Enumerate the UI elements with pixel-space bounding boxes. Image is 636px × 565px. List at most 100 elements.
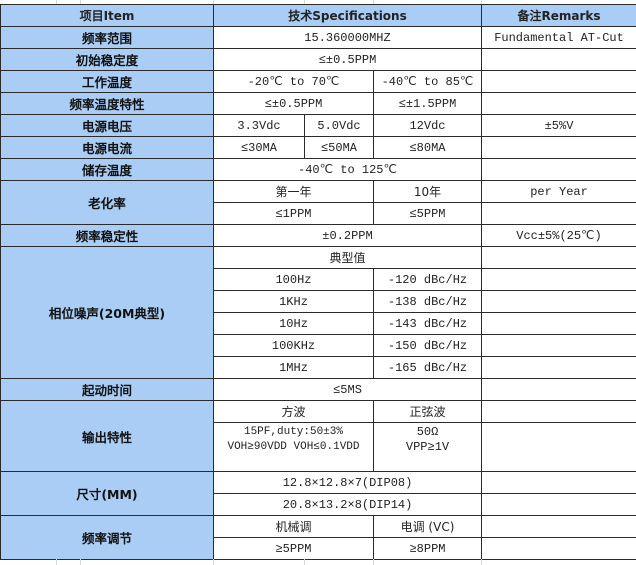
noise-cell: -143 dBc/Hz: [373, 312, 482, 335]
cell: 12Vdc: [373, 114, 482, 137]
cell: ≤30MA: [213, 136, 305, 159]
remark-cell: [481, 515, 636, 538]
cell: 5.0Vdc: [304, 114, 374, 137]
cell-line: VOH≥90VDD VOH≤0.1VDD: [227, 441, 360, 453]
remark-cell: Fundamental AT-Cut: [481, 26, 636, 49]
row-label: 工作温度: [0, 70, 214, 93]
cell: ≤5MS: [213, 378, 482, 401]
table-row: 电源电压 3.3Vdc 5.0Vdc 12Vdc ±5%V: [0, 114, 636, 137]
cell: ±0.2PPM: [213, 224, 482, 247]
table-row: 老化率 第一年 10年 per Year: [0, 180, 636, 225]
row-label: 尺寸(MM): [0, 471, 214, 516]
row-label: 频率稳定性: [0, 224, 214, 247]
offset-cell: 100Hz: [213, 268, 374, 291]
cell: 20.8×13.2×8(DIP14): [213, 493, 482, 516]
remark-cell: [481, 48, 636, 71]
cell: -20℃ to 70℃: [213, 70, 374, 93]
remark-cell: [481, 268, 636, 291]
row-label: 电源电压: [0, 114, 214, 137]
remark-cell: [481, 537, 636, 560]
cell: 机械调: [213, 515, 374, 538]
cell: -40℃ to 125℃: [213, 158, 482, 181]
remark-cell: [481, 334, 636, 357]
remark-cell: [481, 400, 636, 423]
row-label: 储存温度: [0, 158, 214, 181]
remark-cell: [481, 246, 636, 269]
table-row: 起动时间 ≤5MS: [0, 378, 636, 401]
offset-cell: 100KHz: [213, 334, 374, 357]
remark-cell: [481, 202, 636, 225]
table-row: 尺寸(MM) 12.8×12.8×7(DIP08): [0, 471, 636, 516]
sine-wave-cell: 50Ω VPP≥1V: [373, 422, 482, 472]
table-row: 工作温度 -20℃ to 70℃ -40℃ to 85℃: [0, 70, 636, 93]
cell: ≤50MA: [304, 136, 374, 159]
header-row: 项目Item 技术Specifications 备注Remarks: [0, 4, 636, 27]
cell: 典型值: [213, 246, 482, 269]
cell: 10年: [373, 180, 482, 203]
noise-cell: -120 dBc/Hz: [373, 268, 482, 291]
cell: 12.8×12.8×7(DIP08): [213, 471, 482, 494]
cell: ≤±0.5PPM: [213, 92, 374, 115]
row-label: 输出特性: [0, 400, 214, 472]
offset-cell: 1MHz: [213, 356, 374, 379]
cell: 第一年: [213, 180, 374, 203]
cell: 方波: [213, 400, 374, 423]
row-label: 初始稳定度: [0, 48, 214, 71]
table-row: 100Hz -120 dBc/Hz: [1, 268, 636, 291]
remark-cell: [481, 158, 636, 181]
remark-cell: Vcc±5%(25℃): [481, 224, 636, 247]
remark-cell: [481, 493, 636, 516]
cell: 正弦波: [373, 400, 482, 423]
table-row: 频率调节 机械调 电调 (VC): [0, 515, 636, 560]
remark-cell: [481, 422, 636, 472]
header-item: 项目Item: [0, 4, 214, 27]
table-row: 输出特性 方波 正弦波: [0, 400, 636, 472]
table-row: 1KHz -138 dBc/Hz: [1, 290, 636, 313]
remark-cell: [481, 290, 636, 313]
row-label: 频率调节: [0, 515, 214, 560]
remark-cell: [481, 70, 636, 93]
table-row: 频率稳定性 ±0.2PPM Vcc±5%(25℃): [0, 224, 636, 247]
row-label: 起动时间: [0, 378, 214, 401]
noise-cell: -150 dBc/Hz: [373, 334, 482, 357]
cell: ≤80MA: [373, 136, 482, 159]
row-label: 频率温度特性: [0, 92, 214, 115]
cell: ≥5PPM: [213, 537, 374, 560]
table-row: 相位噪声(20M典型) 典型值: [0, 246, 636, 379]
cell: ≤±1.5PPM: [373, 92, 482, 115]
remark-cell: [481, 92, 636, 115]
cell: ≤5PPM: [373, 202, 482, 225]
cell: ≤±0.5PPM: [213, 48, 482, 71]
row-label: 电源电流: [0, 136, 214, 159]
remark-cell: [481, 378, 636, 401]
table-row: 100KHz -150 dBc/Hz: [1, 334, 636, 357]
square-wave-cell: 15PF,duty:50±3% VOH≥90VDD VOH≤0.1VDD: [213, 422, 374, 472]
table-row: ≥5PPM ≥8PPM: [1, 537, 636, 560]
remark-cell: [481, 136, 636, 159]
noise-cell: -165 dBc/Hz: [373, 356, 482, 379]
remark-cell: [481, 356, 636, 379]
row-label: 频率范围: [0, 26, 214, 49]
offset-cell: 10Hz: [213, 312, 374, 335]
table-row: 储存温度 -40℃ to 125℃: [0, 158, 636, 181]
cell-line: 50Ω: [416, 425, 439, 439]
header-remarks: 备注Remarks: [481, 4, 636, 27]
table-row: 15PF,duty:50±3% VOH≥90VDD VOH≤0.1VDD 50Ω…: [1, 422, 636, 472]
table-row: 20.8×13.2×8(DIP14): [1, 493, 636, 516]
table-row: 电源电流 ≤30MA ≤50MA ≤80MA: [0, 136, 636, 159]
cell-line: 15PF,duty:50±3%: [243, 426, 344, 438]
cell-line: VPP≥1V: [405, 440, 450, 454]
sheet-gridline-bottom: [0, 559, 636, 565]
row-label: 相位噪声(20M典型): [0, 246, 214, 379]
offset-cell: 1KHz: [213, 290, 374, 313]
remark-cell: ±5%V: [481, 114, 636, 137]
table-row: 初始稳定度 ≤±0.5PPM: [0, 48, 636, 71]
cell: 3.3Vdc: [213, 114, 305, 137]
remark-cell: [481, 471, 636, 494]
cell: 电调 (VC): [373, 515, 482, 538]
cell: ≥8PPM: [373, 537, 482, 560]
cell: 15.360000MHZ: [213, 26, 482, 49]
table-row: 频率范围 15.360000MHZ Fundamental AT-Cut: [0, 26, 636, 49]
remark-cell: [481, 312, 636, 335]
cell: -40℃ to 85℃: [373, 70, 482, 93]
